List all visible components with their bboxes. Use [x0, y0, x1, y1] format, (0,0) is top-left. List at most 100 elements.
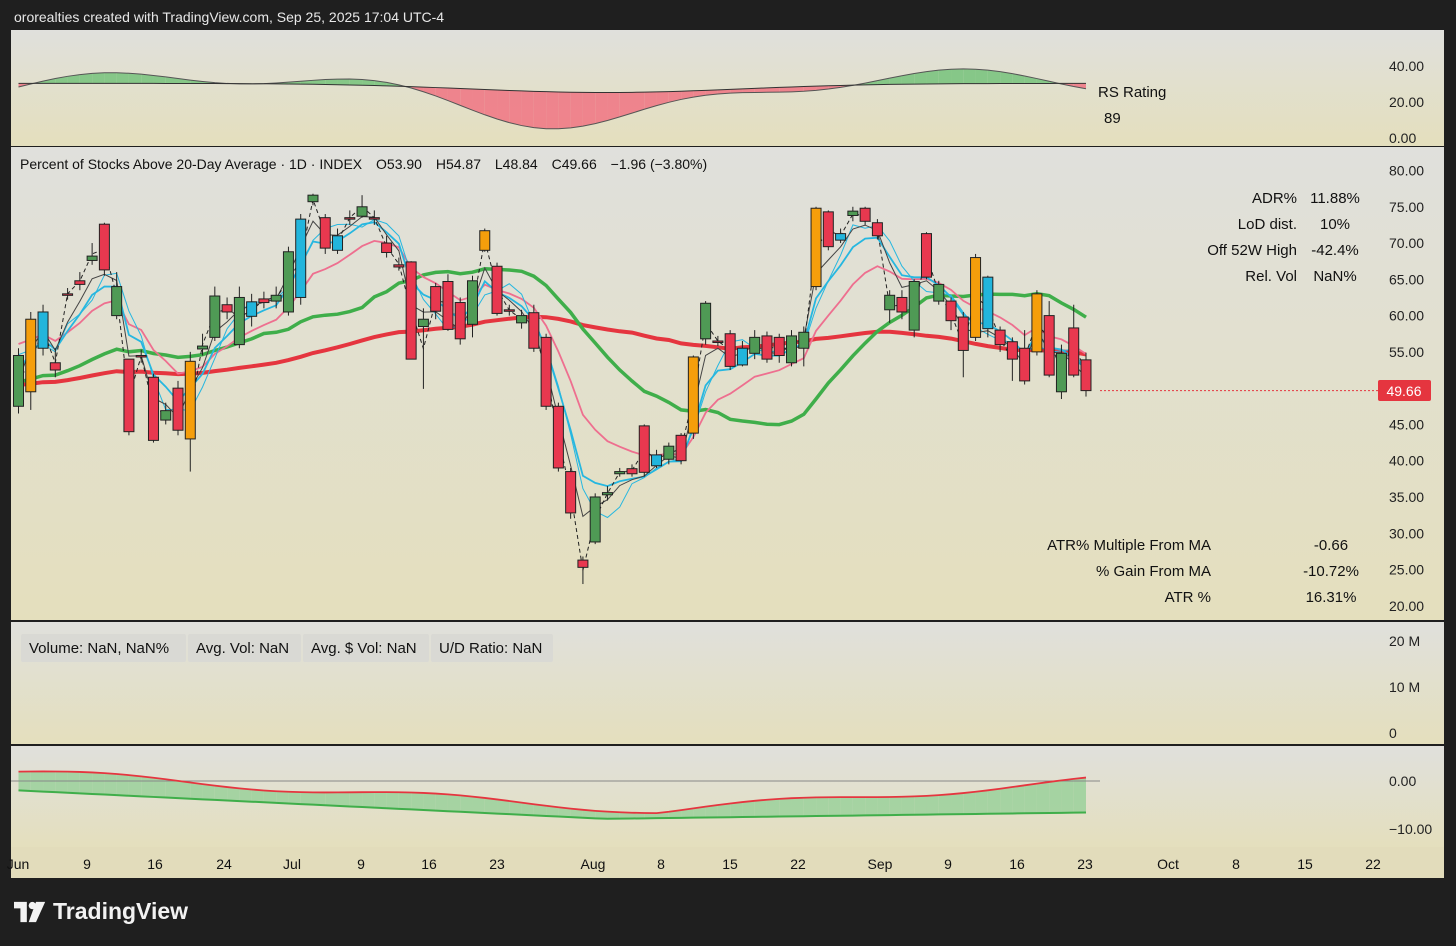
- y-tick: 30.00: [1389, 525, 1424, 541]
- candle: [258, 291, 270, 309]
- candle: [1006, 337, 1018, 381]
- oscillator-group: [11, 770, 1100, 820]
- rs-fill: [460, 88, 473, 111]
- osc-fill: [987, 788, 1001, 814]
- rs-fill: [938, 69, 952, 84]
- x-tick: Oct: [1157, 856, 1179, 872]
- osc-fill: [914, 795, 927, 815]
- candle: [454, 297, 466, 345]
- price-pane[interactable]: [11, 147, 1444, 620]
- osc-y-tick: −10.00: [1389, 821, 1432, 837]
- stat-value: 16.31%: [1306, 589, 1357, 606]
- x-tick: 9: [357, 856, 365, 872]
- rs-fill: [533, 91, 547, 129]
- rs-pane[interactable]: [11, 30, 1444, 146]
- rs-fill: [791, 86, 804, 92]
- ema-21-line: [18, 239, 1087, 457]
- candle: [246, 293, 258, 327]
- sma-line: [18, 218, 1087, 519]
- candle: [565, 467, 577, 519]
- rs-fill: [632, 92, 645, 114]
- rs-fill: [901, 73, 915, 85]
- stat-label: ATR% Multiple From MA: [1047, 537, 1211, 554]
- candle: [368, 210, 380, 225]
- candle: [307, 193, 319, 206]
- candle: [479, 228, 491, 252]
- candle: [601, 486, 613, 501]
- rs-fill: [141, 74, 154, 84]
- candle: [1031, 290, 1043, 356]
- x-tick: 16: [1009, 856, 1025, 872]
- rs-fill: [926, 70, 939, 84]
- osc-fill: [325, 792, 338, 806]
- candle: [442, 274, 454, 331]
- osc-fill: [398, 792, 412, 810]
- rs-fill: [497, 90, 510, 123]
- osc-fill: [693, 806, 706, 818]
- rs-fill: [582, 92, 596, 127]
- x-tick: 15: [722, 856, 738, 872]
- osc-fill: [926, 795, 939, 815]
- candle: [786, 330, 798, 367]
- y-tick: 20.00: [1389, 598, 1424, 614]
- rs-fill: [190, 80, 203, 84]
- candle: [822, 210, 834, 251]
- osc-fill: [349, 792, 363, 808]
- tradingview-logo-icon: [14, 901, 46, 922]
- candle: [98, 222, 110, 276]
- osc-fill: [509, 800, 522, 815]
- rs-fill: [803, 86, 817, 92]
- osc-fill: [1073, 777, 1086, 813]
- rs-fill: [1036, 78, 1050, 84]
- osc-fill: [153, 777, 166, 798]
- ohlc-low: L48.84: [495, 156, 538, 172]
- candle: [540, 333, 552, 410]
- osc-fill: [742, 800, 755, 818]
- osc-fill: [116, 774, 129, 796]
- candle: [1043, 301, 1055, 378]
- ma-200-line: [18, 314, 1087, 387]
- tradingview-brand[interactable]: TradingView: [14, 898, 188, 925]
- x-tick: 8: [657, 856, 665, 872]
- y-tick: 65.00: [1389, 271, 1424, 287]
- candles: [13, 193, 1378, 585]
- osc-fill: [362, 792, 375, 808]
- time-axis[interactable]: [11, 847, 1444, 878]
- osc-fill: [1012, 785, 1025, 814]
- candle: [908, 279, 920, 338]
- rs-fill: [779, 86, 792, 93]
- rs-fill: [374, 80, 387, 86]
- stat-label: Off 52W High: [1207, 242, 1297, 259]
- osc-y-tick: 0.00: [1389, 773, 1416, 789]
- osc-fill: [938, 794, 952, 815]
- candle: [111, 272, 123, 320]
- osc-fill: [128, 775, 142, 797]
- osc-fill: [30, 771, 44, 792]
- candle: [49, 348, 61, 378]
- osc-fill: [975, 790, 988, 814]
- osc-fill: [190, 782, 203, 800]
- candle: [282, 246, 294, 316]
- candle: [344, 210, 356, 225]
- osc-fill: [43, 771, 56, 793]
- candle: [135, 349, 147, 363]
- ohlc-open: O53.90: [376, 156, 422, 172]
- osc-fill: [214, 785, 228, 801]
- ohlc-close: C49.66: [552, 156, 597, 172]
- candle: [896, 290, 908, 320]
- osc-line: [18, 770, 1087, 814]
- rs-fill: [668, 91, 682, 103]
- osc-fill: [165, 779, 179, 799]
- rs-fill: [656, 91, 669, 106]
- candle: [466, 275, 478, 338]
- rs-fill: [43, 78, 56, 84]
- stat-label: LoD dist.: [1238, 216, 1297, 233]
- osc-fill: [1000, 787, 1013, 814]
- osc-fill: [497, 799, 510, 815]
- candle: [381, 235, 393, 258]
- osc-fill: [1049, 780, 1062, 813]
- rs-fill: [362, 79, 375, 86]
- osc-fill: [754, 799, 767, 817]
- rs-y-tick: 20.00: [1389, 94, 1424, 110]
